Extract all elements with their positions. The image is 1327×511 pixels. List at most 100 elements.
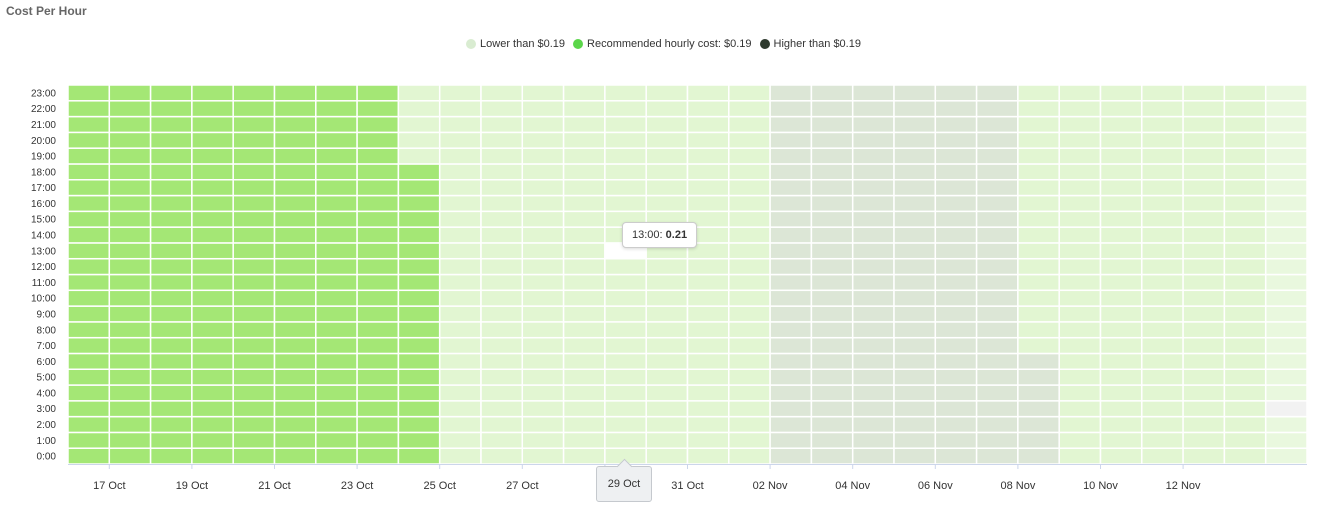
heatmap-cell[interactable] — [1058, 115, 1102, 134]
heatmap-cell[interactable] — [562, 242, 606, 260]
heatmap-cell[interactable] — [315, 289, 358, 307]
heatmap-cell[interactable] — [438, 352, 482, 371]
heatmap-cell[interactable] — [975, 321, 1019, 339]
heatmap-cell[interactable] — [604, 289, 647, 307]
heatmap-cell[interactable] — [686, 179, 730, 197]
heatmap-cell[interactable] — [562, 447, 606, 465]
heatmap-cell[interactable] — [480, 147, 524, 165]
heatmap-cell[interactable] — [108, 384, 152, 402]
heatmap-cell[interactable] — [67, 163, 111, 181]
heatmap-cell[interactable] — [686, 384, 730, 402]
heatmap-cell[interactable] — [1264, 352, 1308, 371]
heatmap-cell[interactable] — [1017, 384, 1060, 402]
heatmap-cell[interactable] — [397, 305, 441, 323]
heatmap-cell[interactable] — [1017, 352, 1060, 371]
heatmap-cell[interactable] — [975, 368, 1019, 386]
heatmap-cell[interactable] — [1223, 447, 1267, 465]
heatmap-cell[interactable] — [1099, 415, 1143, 434]
heatmap-cell[interactable] — [356, 242, 400, 260]
legend-item-recommended[interactable]: Recommended hourly cost: $0.19 — [573, 38, 752, 50]
heatmap-cell[interactable] — [67, 273, 111, 292]
heatmap-cell[interactable] — [810, 194, 854, 213]
heatmap-cell[interactable] — [1141, 242, 1184, 260]
heatmap-cell[interactable] — [315, 447, 358, 465]
heatmap-cell[interactable] — [108, 163, 152, 181]
heatmap-cell[interactable] — [728, 100, 771, 118]
heatmap-cell[interactable] — [232, 163, 276, 181]
heatmap-cell[interactable] — [562, 321, 606, 339]
heatmap-cell[interactable] — [645, 289, 689, 307]
heatmap-cell[interactable] — [893, 352, 937, 371]
heatmap-cell[interactable] — [934, 131, 978, 149]
heatmap-cell[interactable] — [728, 415, 771, 434]
heatmap-cell[interactable] — [315, 115, 358, 134]
heatmap-cell[interactable] — [315, 210, 358, 228]
heatmap-cell[interactable] — [191, 194, 234, 213]
heatmap-cell[interactable] — [521, 84, 565, 102]
heatmap-cell[interactable] — [67, 115, 111, 134]
heatmap-cell[interactable] — [273, 210, 317, 228]
heatmap-cell[interactable] — [686, 447, 730, 465]
heatmap-cell[interactable] — [273, 336, 317, 355]
heatmap-cell[interactable] — [356, 447, 400, 465]
heatmap-cell[interactable] — [686, 100, 730, 118]
heatmap-cell[interactable] — [1058, 131, 1102, 149]
heatmap-cell[interactable] — [769, 336, 813, 355]
heatmap-cell[interactable] — [1182, 100, 1226, 118]
heatmap-cell[interactable] — [686, 194, 730, 213]
heatmap-cell[interactable] — [728, 431, 771, 449]
heatmap-cell[interactable] — [893, 321, 937, 339]
heatmap-cell[interactable] — [1182, 400, 1226, 418]
heatmap-cell[interactable] — [1182, 384, 1226, 402]
heatmap-cell[interactable] — [975, 100, 1019, 118]
heatmap-cell[interactable] — [1223, 415, 1267, 434]
heatmap-cell[interactable] — [191, 179, 234, 197]
heatmap-cell[interactable] — [851, 147, 895, 165]
heatmap-cell[interactable] — [1264, 447, 1308, 465]
heatmap-cell[interactable] — [893, 194, 937, 213]
heatmap-cell[interactable] — [191, 384, 234, 402]
heatmap-cell[interactable] — [893, 447, 937, 465]
heatmap-cell[interactable] — [191, 131, 234, 149]
heatmap-cell[interactable] — [1182, 194, 1226, 213]
heatmap-cell[interactable] — [521, 447, 565, 465]
heatmap-cell[interactable] — [1182, 431, 1226, 449]
heatmap-cell[interactable] — [851, 100, 895, 118]
heatmap-cell[interactable] — [1017, 84, 1060, 102]
heatmap-cell[interactable] — [67, 289, 111, 307]
heatmap-cell[interactable] — [191, 257, 234, 276]
heatmap-cell[interactable] — [1141, 100, 1184, 118]
heatmap-cell[interactable] — [67, 194, 111, 213]
heatmap-cell[interactable] — [562, 384, 606, 402]
heatmap-cell[interactable] — [480, 352, 524, 371]
heatmap-cell[interactable] — [1099, 115, 1143, 134]
legend-item-higher[interactable]: Higher than $0.19 — [759, 38, 861, 50]
heatmap-cell[interactable] — [1264, 242, 1308, 260]
heatmap-cell[interactable] — [728, 273, 771, 292]
heatmap-cell[interactable] — [356, 431, 400, 449]
heatmap-cell[interactable] — [728, 368, 771, 386]
heatmap-cell[interactable] — [521, 400, 565, 418]
heatmap-cell[interactable] — [273, 305, 317, 323]
heatmap-cell[interactable] — [149, 179, 193, 197]
heatmap-cell[interactable] — [562, 415, 606, 434]
heatmap-cell[interactable] — [1017, 321, 1060, 339]
heatmap-cell[interactable] — [1182, 115, 1226, 134]
heatmap-cell[interactable] — [728, 194, 771, 213]
heatmap-cell[interactable] — [851, 257, 895, 276]
heatmap-cell[interactable] — [356, 115, 400, 134]
heatmap-cell[interactable] — [438, 415, 482, 434]
heatmap-cell[interactable] — [1141, 384, 1184, 402]
heatmap-cell[interactable] — [1141, 305, 1184, 323]
heatmap-cell[interactable] — [1141, 273, 1184, 292]
heatmap-cell[interactable] — [191, 115, 234, 134]
heatmap-cell[interactable] — [480, 257, 524, 276]
heatmap-cell[interactable] — [438, 179, 482, 197]
heatmap-cell[interactable] — [1017, 305, 1060, 323]
heatmap-cell[interactable] — [1264, 147, 1308, 165]
heatmap-cell[interactable] — [810, 179, 854, 197]
heatmap-cell[interactable] — [191, 305, 234, 323]
heatmap-cell[interactable] — [728, 305, 771, 323]
heatmap-cell[interactable] — [975, 147, 1019, 165]
heatmap-cell[interactable] — [934, 384, 978, 402]
